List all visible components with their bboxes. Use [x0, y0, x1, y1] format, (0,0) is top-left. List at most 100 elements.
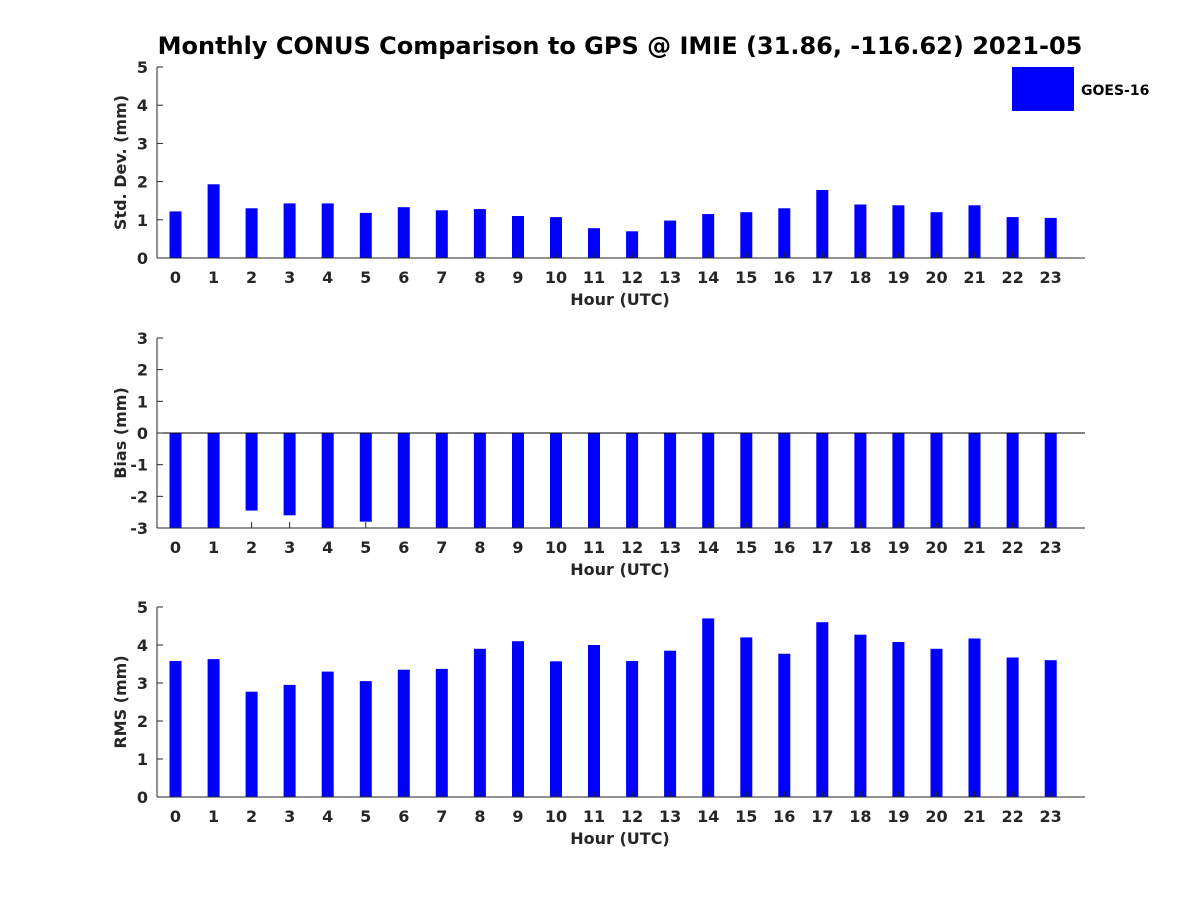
bias-mm-y-tick-label: 3 [137, 329, 148, 348]
rms-mm-x-tick-label: 0 [170, 807, 181, 826]
bias-mm-bar-hour-9 [512, 433, 524, 528]
rms-mm-x-tick-label: 14 [697, 807, 719, 826]
rms-mm-bar-hour-0 [169, 661, 182, 797]
bias-mm-bar-hour-8 [473, 433, 486, 528]
rms-mm-bar-hour-21 [968, 638, 981, 797]
rms-mm-x-tick-label: 6 [398, 807, 409, 826]
bias-mm-bar-hour-15 [740, 433, 753, 528]
std-dev-mm-bar-hour-11 [588, 228, 600, 258]
std-dev-mm-y-tick-label: 2 [137, 173, 148, 192]
std-dev-mm-bar-hour-3 [283, 203, 296, 258]
std-dev-mm-x-tick-label: 5 [360, 268, 371, 287]
rms-mm-x-axis-label: Hour (UTC) [570, 829, 670, 848]
bias-mm-bar-hour-10 [550, 433, 562, 528]
std-dev-mm-x-tick-label: 8 [474, 268, 485, 287]
bias-mm-x-tick-label: 17 [811, 538, 833, 557]
rms-mm-x-tick-label: 17 [811, 807, 833, 826]
bias-mm-bar-hour-21 [968, 433, 981, 528]
std-dev-mm-x-tick-label: 1 [208, 268, 219, 287]
rms-mm-bar-hour-2 [245, 691, 258, 797]
rms-mm-bar-hour-16 [778, 653, 791, 797]
rms-mm-y-tick-label: 5 [137, 598, 148, 617]
std-dev-mm-bar-hour-0 [169, 211, 182, 258]
std-dev-mm-bar-hour-22 [1006, 217, 1019, 258]
rms-mm-x-tick-label: 21 [963, 807, 985, 826]
bias-mm-x-tick-label: 8 [474, 538, 485, 557]
bias-mm-bar-hour-22 [1006, 433, 1019, 528]
bias-mm-x-tick-label: 2 [246, 538, 257, 557]
rms-mm-bar-hour-3 [283, 684, 296, 797]
bias-mm-bar-hour-18 [854, 433, 867, 528]
bias-mm-y-axis-label: Bias (mm) [111, 387, 130, 479]
bias-mm-bar-hour-17 [816, 433, 829, 528]
bias-mm-x-tick-label: 13 [659, 538, 681, 557]
std-dev-mm-bar-hour-5 [359, 212, 372, 258]
bias-mm-bar-hour-1 [207, 433, 220, 528]
rms-mm-bar-hour-23 [1044, 660, 1057, 797]
rms-mm-bar-hour-9 [512, 641, 524, 797]
std-dev-mm-bar-hour-7 [435, 210, 448, 259]
bias-mm-y-tick-label: 2 [137, 361, 148, 380]
std-dev-mm-y-tick-label: 0 [137, 249, 148, 268]
std-dev-mm-y-tick-label: 3 [137, 134, 148, 153]
rms-mm-x-tick-label: 10 [545, 807, 567, 826]
rms-mm-bar-hour-15 [740, 637, 753, 797]
std-dev-mm-y-tick-label: 1 [137, 211, 148, 230]
bias-mm-bar-hour-5 [359, 433, 372, 522]
std-dev-mm-bar-hour-23 [1044, 217, 1057, 258]
std-dev-mm-y-tick-label: 4 [137, 96, 148, 115]
rms-mm-x-tick-label: 5 [360, 807, 371, 826]
bias-mm-bar-hour-3 [283, 433, 296, 516]
bias-mm-y-tick-label: -1 [130, 456, 148, 475]
bias-mm-x-tick-label: 16 [773, 538, 795, 557]
rms-mm-x-tick-label: 7 [436, 807, 447, 826]
std-dev-mm-x-tick-label: 2 [246, 268, 257, 287]
std-dev-mm-x-tick-label: 21 [963, 268, 985, 287]
rms-mm-bar-hour-7 [435, 668, 448, 797]
bias-mm-x-tick-label: 6 [398, 538, 409, 557]
std-dev-mm-bar-hour-18 [854, 204, 867, 258]
rms-mm-y-tick-label: 2 [137, 712, 148, 731]
std-dev-mm-x-tick-label: 22 [1001, 268, 1023, 287]
bias-mm-y-tick-label: -3 [130, 519, 148, 538]
bias-mm-y-tick-label: -2 [130, 487, 148, 506]
bias-mm-x-tick-label: 22 [1001, 538, 1023, 557]
std-dev-mm-x-tick-label: 7 [436, 268, 447, 287]
bias-mm-bar-hour-0 [169, 433, 182, 528]
std-dev-mm-x-tick-label: 3 [284, 268, 295, 287]
std-dev-mm-x-tick-label: 17 [811, 268, 833, 287]
std-dev-mm-bar-hour-14 [702, 214, 715, 258]
legend: GOES-16 [1012, 67, 1149, 111]
rms-mm-bar-hour-11 [588, 645, 600, 797]
rms-mm-x-tick-label: 15 [735, 807, 757, 826]
bias-mm-x-tick-label: 3 [284, 538, 295, 557]
std-dev-mm-bar-hour-9 [512, 216, 524, 258]
legend-label-goes-16: GOES-16 [1081, 83, 1149, 99]
std-dev-mm-bar-hour-16 [778, 208, 791, 258]
bias-mm-x-tick-label: 12 [621, 538, 643, 557]
std-dev-mm-x-tick-label: 16 [773, 268, 795, 287]
rms-mm-bar-hour-20 [930, 648, 943, 797]
bias-mm-x-tick-label: 14 [697, 538, 719, 557]
rms-mm-x-tick-label: 12 [621, 807, 643, 826]
std-dev-mm-bar-hour-20 [930, 212, 943, 258]
bias-mm-bar-hour-14 [702, 433, 715, 528]
bias-mm-x-tick-label: 21 [963, 538, 985, 557]
bias-mm-x-tick-label: 1 [208, 538, 219, 557]
bias-mm-x-tick-label: 10 [545, 538, 567, 557]
std-dev-mm-bar-hour-12 [626, 231, 639, 258]
std-dev-mm-x-tick-label: 12 [621, 268, 643, 287]
std-dev-mm-bar-hour-1 [207, 184, 220, 258]
std-dev-mm-y-tick-label: 5 [137, 58, 148, 77]
std-dev-mm-x-tick-label: 10 [545, 268, 567, 287]
std-dev-mm-bar-hour-13 [664, 220, 677, 258]
bias-mm-y-tick-label: 1 [137, 392, 148, 411]
rms-mm-x-tick-label: 22 [1001, 807, 1023, 826]
bias-mm-x-tick-label: 9 [512, 538, 523, 557]
rms-mm-bar-hour-19 [892, 642, 905, 797]
std-dev-mm-x-tick-label: 15 [735, 268, 757, 287]
std-dev-mm-bar-hour-17 [816, 190, 829, 258]
rms-mm-bar-hour-8 [473, 648, 486, 797]
